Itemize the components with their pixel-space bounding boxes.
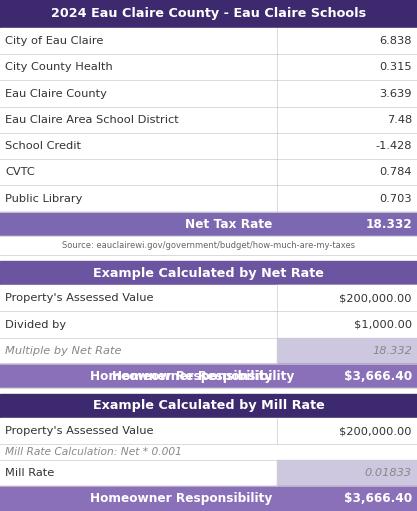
Text: School Credit: School Credit <box>5 141 81 151</box>
Bar <box>0 394 417 418</box>
Text: City County Health: City County Health <box>5 62 113 73</box>
Text: 0.784: 0.784 <box>379 168 412 177</box>
Bar <box>0 486 417 511</box>
Bar <box>0 364 417 388</box>
Bar <box>0 388 417 394</box>
Text: 7.48: 7.48 <box>387 115 412 125</box>
Text: Mill Rate: Mill Rate <box>5 469 54 478</box>
Bar <box>0 418 417 445</box>
Text: City of Eau Claire: City of Eau Claire <box>5 36 103 46</box>
Bar <box>0 107 417 133</box>
Bar <box>277 460 417 486</box>
Text: Example Calculated by Mill Rate: Example Calculated by Mill Rate <box>93 400 324 412</box>
Text: Public Library: Public Library <box>5 194 83 203</box>
Bar <box>0 81 417 107</box>
Text: Homeowner Responsibility: Homeowner Responsibility <box>112 370 295 383</box>
Bar <box>0 236 417 256</box>
Bar <box>0 0 417 28</box>
Text: 2024 Eau Claire County - Eau Claire Schools: 2024 Eau Claire County - Eau Claire Scho… <box>51 8 366 20</box>
Text: 18.332: 18.332 <box>372 346 412 356</box>
Text: 18.332: 18.332 <box>365 218 412 230</box>
Bar <box>0 159 417 185</box>
Bar <box>0 212 417 236</box>
Text: Multiple by Net Rate: Multiple by Net Rate <box>5 346 121 356</box>
Bar <box>0 285 417 312</box>
Text: 6.838: 6.838 <box>379 36 412 46</box>
Text: Net Tax Rate: Net Tax Rate <box>185 218 272 230</box>
Bar <box>0 185 417 212</box>
Text: 0.315: 0.315 <box>379 62 412 73</box>
Bar <box>0 261 417 285</box>
Text: 0.703: 0.703 <box>379 194 412 203</box>
Bar <box>0 54 417 81</box>
Bar <box>277 312 417 338</box>
Text: Homeowner Responsibility: Homeowner Responsibility <box>90 370 272 383</box>
Bar <box>0 445 417 460</box>
Text: $200,000.00: $200,000.00 <box>339 293 412 304</box>
Text: Homeowner Responsibility: Homeowner Responsibility <box>90 492 272 505</box>
Text: Eau Claire Area School District: Eau Claire Area School District <box>5 115 179 125</box>
Bar <box>0 364 417 388</box>
Text: CVTC: CVTC <box>5 168 35 177</box>
Bar <box>277 338 417 364</box>
Bar <box>0 133 417 159</box>
Text: -1.428: -1.428 <box>375 141 412 151</box>
Text: $3,666.40: $3,666.40 <box>344 370 412 383</box>
Text: Property's Assessed Value: Property's Assessed Value <box>5 426 153 436</box>
Text: $1,000.00: $1,000.00 <box>354 319 412 330</box>
Text: $200,000.00: $200,000.00 <box>339 426 412 436</box>
Bar <box>0 460 417 486</box>
Bar <box>277 285 417 312</box>
Text: 3.639: 3.639 <box>379 88 412 99</box>
Text: Property's Assessed Value: Property's Assessed Value <box>5 293 153 304</box>
Text: 0.01833: 0.01833 <box>365 469 412 478</box>
Text: Eau Claire County: Eau Claire County <box>5 88 107 99</box>
Bar <box>0 312 417 338</box>
Bar <box>0 338 417 364</box>
Bar <box>0 28 417 54</box>
Text: $3,666.40: $3,666.40 <box>344 492 412 505</box>
Text: Source: eauclairewi.gov/government/budget/how-much-are-my-taxes: Source: eauclairewi.gov/government/budge… <box>62 241 355 250</box>
Text: Example Calculated by Net Rate: Example Calculated by Net Rate <box>93 267 324 280</box>
Text: Divided by: Divided by <box>5 319 66 330</box>
Bar <box>0 256 417 261</box>
Text: Mill Rate Calculation: Net * 0.001: Mill Rate Calculation: Net * 0.001 <box>5 447 182 457</box>
